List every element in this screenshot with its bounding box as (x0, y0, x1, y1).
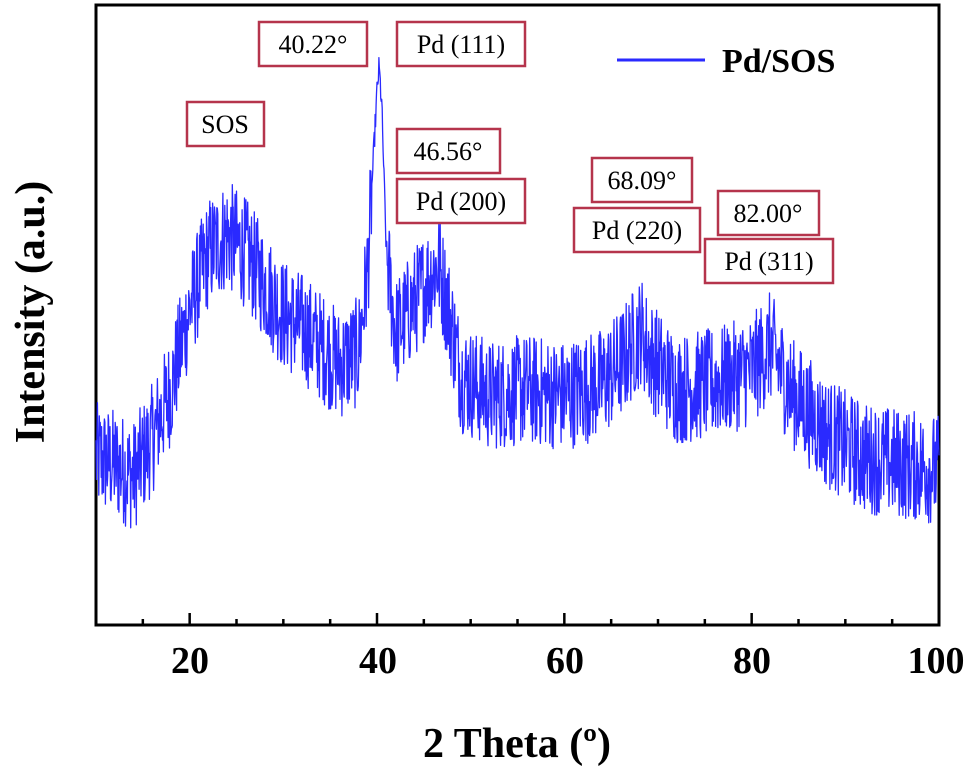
annotation-pd-311: Pd (311) (703, 237, 835, 285)
annotation-box (703, 237, 835, 285)
annotation-label: Pd (111) (417, 30, 505, 59)
legend-label: Pd/SOS (722, 43, 835, 80)
annotation-label: 40.22° (279, 30, 348, 59)
annotation-68-09: 68.09° (590, 156, 694, 204)
annotation-label: SOS (201, 110, 249, 139)
x-tick-label: 40 (359, 640, 397, 682)
ticks-layer (94, 613, 941, 625)
annotation-label: 68.09° (608, 166, 677, 195)
y-axis-title: Intensity (a.u.) (8, 181, 54, 444)
annotation-label: Pd (220) (592, 216, 682, 245)
annotation-box (185, 100, 266, 148)
x-tick-label: 60 (546, 640, 584, 682)
annotation-box (590, 156, 694, 204)
annotation-box (395, 20, 527, 68)
annotation-box (395, 127, 502, 175)
x-tick-label: 20 (171, 640, 209, 682)
annotation-label: Pd (200) (416, 187, 506, 216)
annotation-pd-200: Pd (200) (395, 177, 527, 225)
series-line-pd-sos (95, 57, 940, 529)
x-axis-title: 2 Theta (º) (423, 721, 611, 767)
series-layer (95, 57, 940, 529)
annotation-label: 46.56° (414, 137, 483, 166)
x-tick-label: 80 (733, 640, 771, 682)
x-tick-label: 100 (908, 640, 965, 682)
annotation-label: Pd (311) (724, 247, 813, 276)
annotation-box (716, 189, 821, 237)
annotation-82-00: 82.00° (716, 189, 821, 237)
annotation-box (395, 177, 527, 225)
plot-frame (94, 3, 941, 627)
annotation-46-56: 46.56° (395, 127, 502, 175)
annotation-sos: SOS (185, 100, 266, 148)
annotation-box (572, 206, 702, 254)
annotation-pd-111: Pd (111) (395, 20, 527, 68)
annotation-40-22: 40.22° (257, 20, 369, 68)
annotation-box (257, 20, 369, 68)
annotation-pd-220: Pd (220) (572, 206, 702, 254)
annotation-label: 82.00° (734, 199, 803, 228)
